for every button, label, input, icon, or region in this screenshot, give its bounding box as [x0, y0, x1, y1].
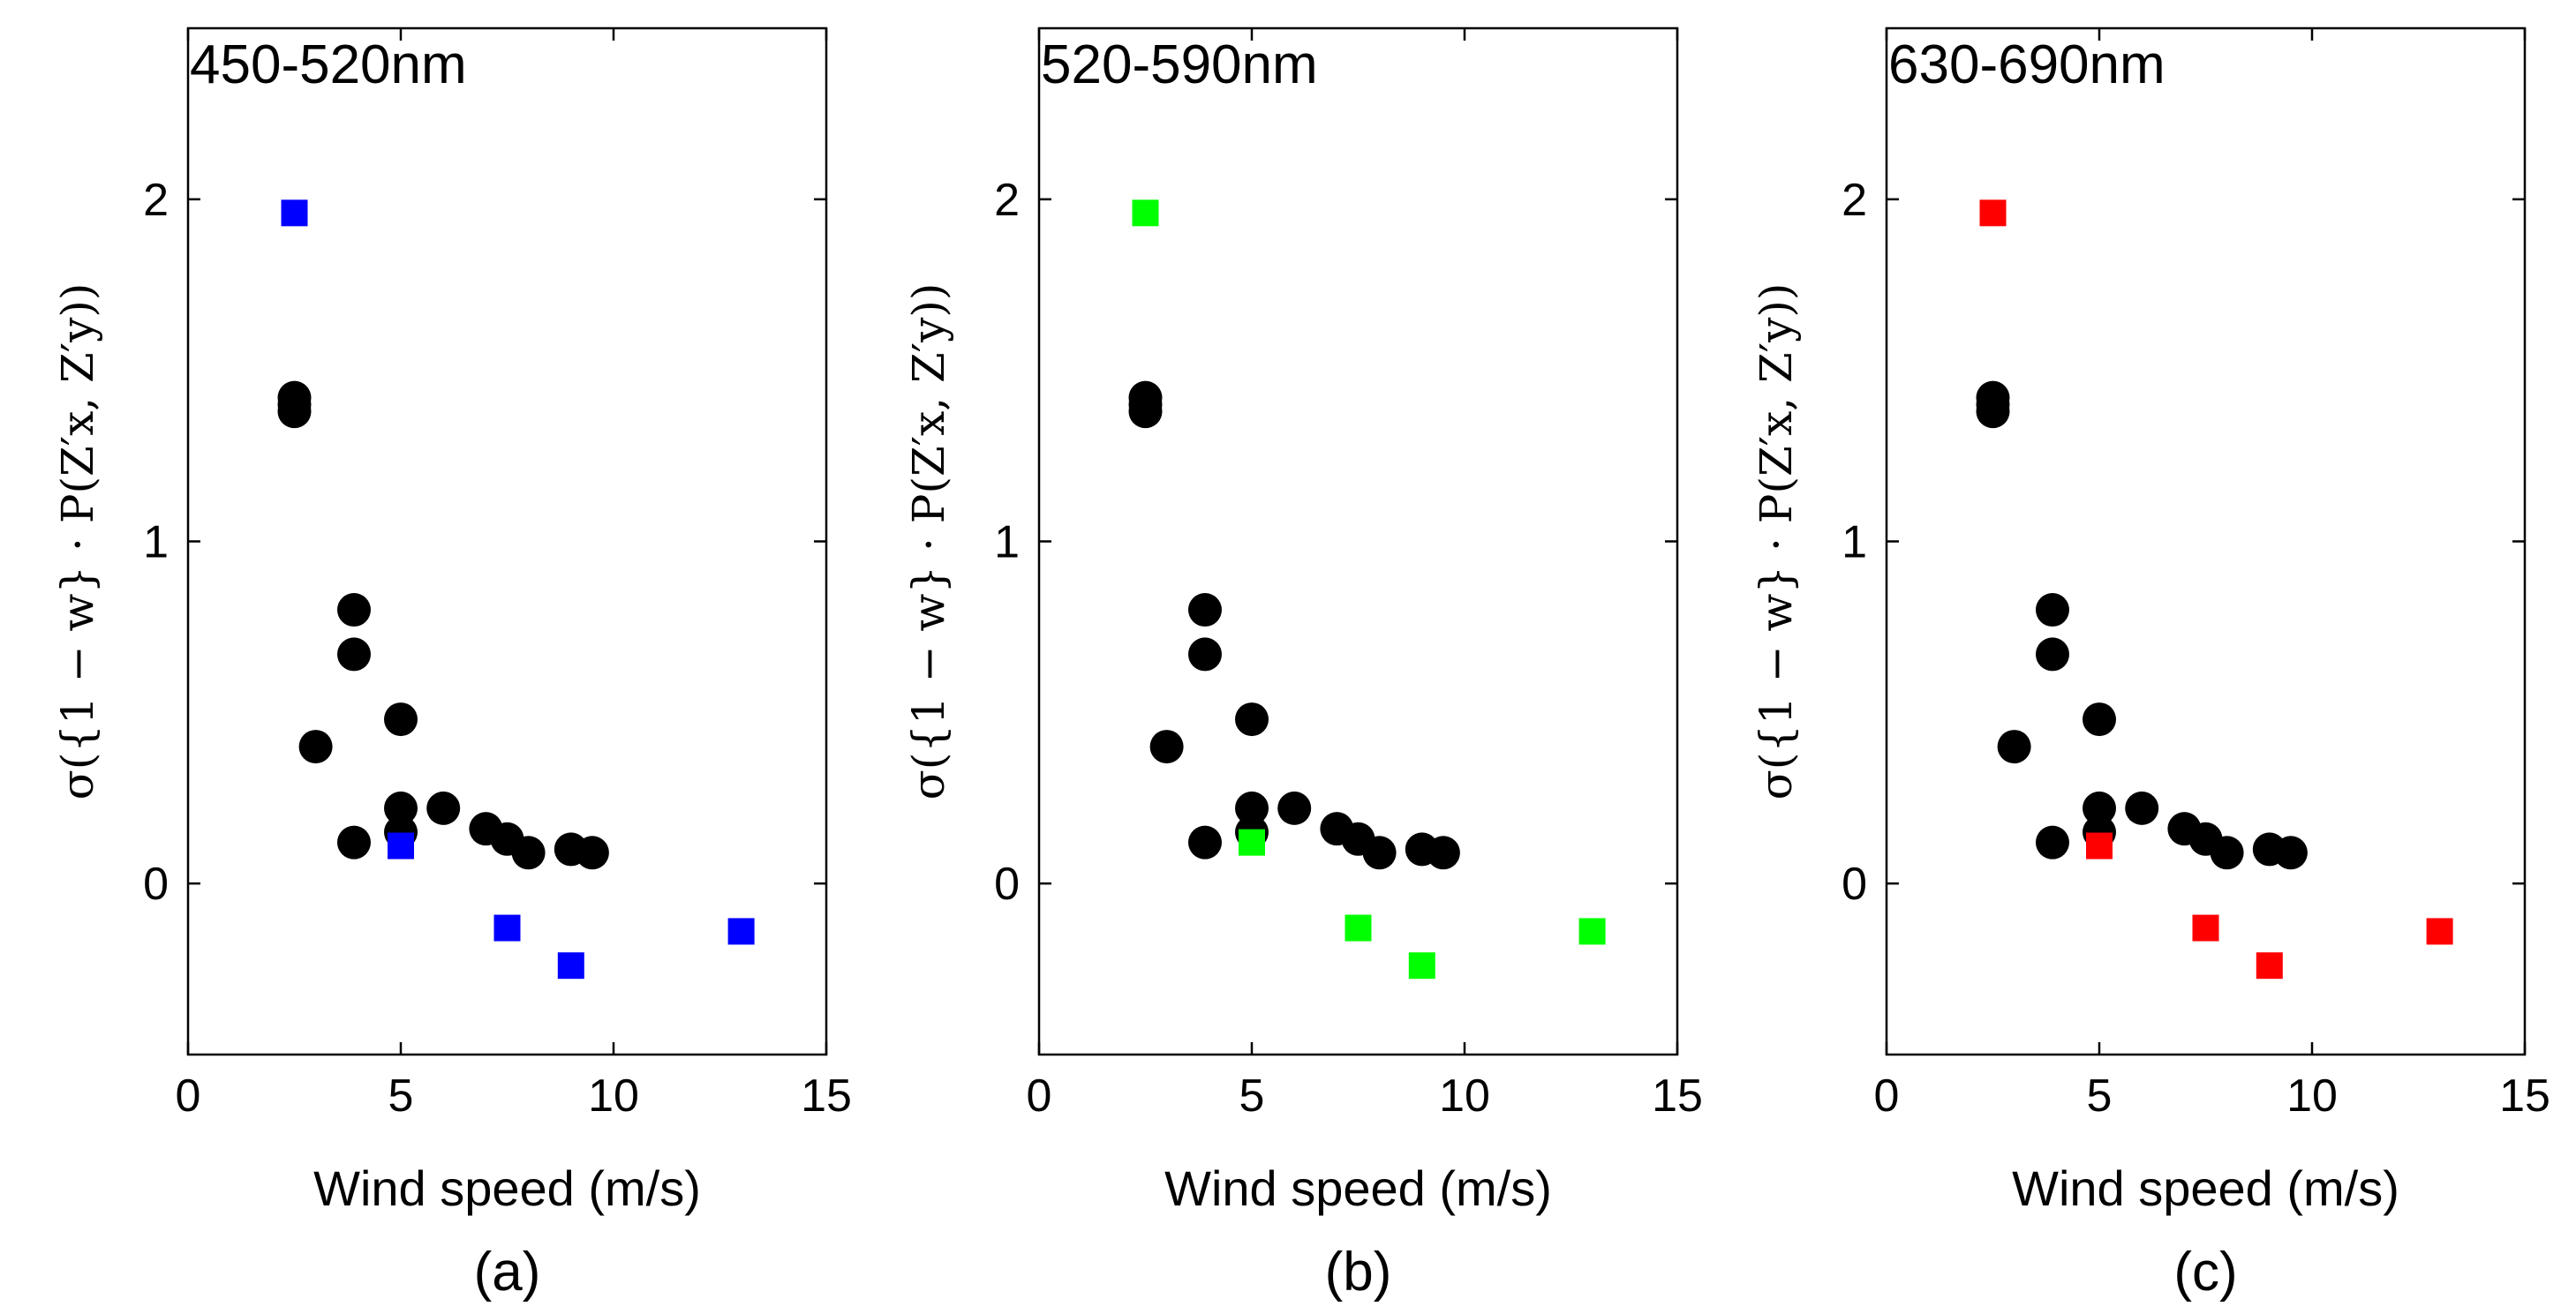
panel-a-circle-point	[336, 637, 371, 672]
panel-c-ylabel: σ({1 − w} · P(Z′x, Z′y))	[1751, 283, 1802, 800]
panel-a: 450-520nm Wind speed (m/s) σ({1 − w} · P…	[52, 26, 852, 1303]
panel-c-circle-point	[2035, 637, 2069, 672]
panel-a-ytick-label: 0	[143, 859, 169, 910]
panel-b-xtick-label: 10	[1439, 1070, 1490, 1122]
panel-b-circle-point	[1426, 836, 1460, 870]
panel-c-xtick-label: 0	[1874, 1070, 1900, 1122]
panel-c-square-point	[2256, 952, 2283, 980]
panel-b-circle-point	[1187, 825, 1222, 860]
panel-b-xtick-label: 0	[1027, 1070, 1052, 1122]
panel-a-xtick-label: 0	[176, 1070, 201, 1122]
panel-a-axes-frame	[186, 26, 828, 1056]
panel-b-square-point	[1132, 199, 1159, 227]
panel-b-circle-point	[1235, 702, 1269, 737]
panel-b-circle-point	[1277, 791, 1312, 825]
panel-c: 630-690nm Wind speed (m/s) σ({1 − w} · P…	[1751, 26, 2550, 1303]
panel-b-xtick-label: 5	[1239, 1070, 1265, 1122]
panel-b-circle-point	[1187, 637, 1222, 672]
panel-a-title: 450-520nm	[190, 34, 467, 95]
panel-b-circle-point	[1149, 730, 1184, 764]
panel-a-circle-point	[336, 825, 371, 860]
panel-c-ytick-label: 2	[1842, 175, 1867, 226]
panel-a-ytick-label: 1	[143, 517, 169, 568]
panel-c-axes-frame	[1885, 26, 2527, 1056]
panel-c-circle-point	[1976, 394, 2010, 429]
panel-a-circle-point	[336, 593, 371, 627]
panel-c-ytick-label: 0	[1842, 859, 1867, 910]
panel-b-circle-point	[1362, 836, 1397, 870]
panel-a-xtick-label: 10	[588, 1070, 639, 1122]
panel-b-square-point	[1344, 914, 1372, 942]
panel-b-circle-point	[1235, 791, 1269, 825]
panel-b-axes-frame	[1037, 26, 1679, 1056]
panel-a-square-point	[281, 199, 308, 227]
panel-a-xtick-label: 15	[801, 1070, 852, 1122]
panel-b-square-point	[1408, 952, 1435, 980]
panel-b-square-point	[1239, 829, 1265, 856]
panel-b-caption: (b)	[1325, 1242, 1392, 1303]
panel-b-square-point	[1578, 918, 1606, 945]
panel-c-xlabel: Wind speed (m/s)	[2012, 1160, 2399, 1216]
panel-a-square-point	[493, 914, 521, 942]
panel-b-ytick-label: 0	[994, 859, 1020, 910]
panel-a-square-point	[388, 832, 414, 860]
panel-b-ylabel: σ({1 − w} · P(Z′x, Z′y))	[903, 283, 954, 800]
panel-c-xtick-label: 10	[2286, 1070, 2338, 1122]
panel-a-xlabel: Wind speed (m/s)	[313, 1160, 701, 1216]
panel-a-circle-point	[298, 730, 333, 764]
panel-b-title: 520-590nm	[1041, 34, 1318, 95]
panel-b-ytick-label: 2	[994, 175, 1020, 226]
panel-c-ytick-label: 1	[1842, 517, 1867, 568]
panel-c-square-point	[2192, 914, 2219, 942]
panel-c-circle-point	[2035, 593, 2069, 627]
panel-b-ytick-label: 1	[994, 517, 1020, 568]
panel-c-title: 630-690nm	[1888, 34, 2165, 95]
panel-c-circle-point	[1997, 730, 2031, 764]
panel-c-square-point	[2086, 832, 2113, 860]
panel-a-square-point	[727, 918, 755, 945]
panel-a-caption: (a)	[474, 1242, 541, 1303]
panel-a-circle-point	[575, 836, 609, 870]
panel-a-xtick-label: 5	[388, 1070, 414, 1122]
panel-c-circle-point	[2083, 702, 2116, 737]
panel-c-circle-point	[2210, 836, 2244, 870]
panel-b-xlabel: Wind speed (m/s)	[1164, 1160, 1552, 1216]
panel-c-circle-point	[2083, 791, 2116, 825]
panel-c-xtick-label: 5	[2087, 1070, 2113, 1122]
panel-b-circle-point	[1187, 593, 1222, 627]
panel-c-circle-point	[2035, 825, 2069, 860]
panel-a-circle-point	[384, 702, 418, 737]
panel-c-caption: (c)	[2173, 1242, 2237, 1303]
panel-a-circle-point	[426, 791, 461, 825]
panel-c-square-point	[2426, 918, 2453, 945]
panel-a-ylabel: σ({1 − w} · P(Z′x, Z′y))	[52, 283, 103, 800]
panel-a-circle-point	[511, 836, 546, 870]
panel-a-ytick-label: 2	[143, 175, 169, 226]
panel-c-square-point	[1979, 199, 2007, 227]
panel-a-square-point	[557, 952, 584, 980]
panel-b: 520-590nm Wind speed (m/s) σ({1 − w} · P…	[903, 26, 1703, 1303]
panel-b-xtick-label: 15	[1652, 1070, 1703, 1122]
panel-b-circle-point	[1128, 394, 1163, 429]
panel-c-circle-point	[2273, 836, 2308, 870]
panel-a-circle-point	[384, 791, 418, 825]
panel-a-circle-point	[277, 394, 312, 429]
panel-c-circle-point	[2125, 791, 2159, 825]
panel-c-xtick-label: 15	[2499, 1070, 2550, 1122]
